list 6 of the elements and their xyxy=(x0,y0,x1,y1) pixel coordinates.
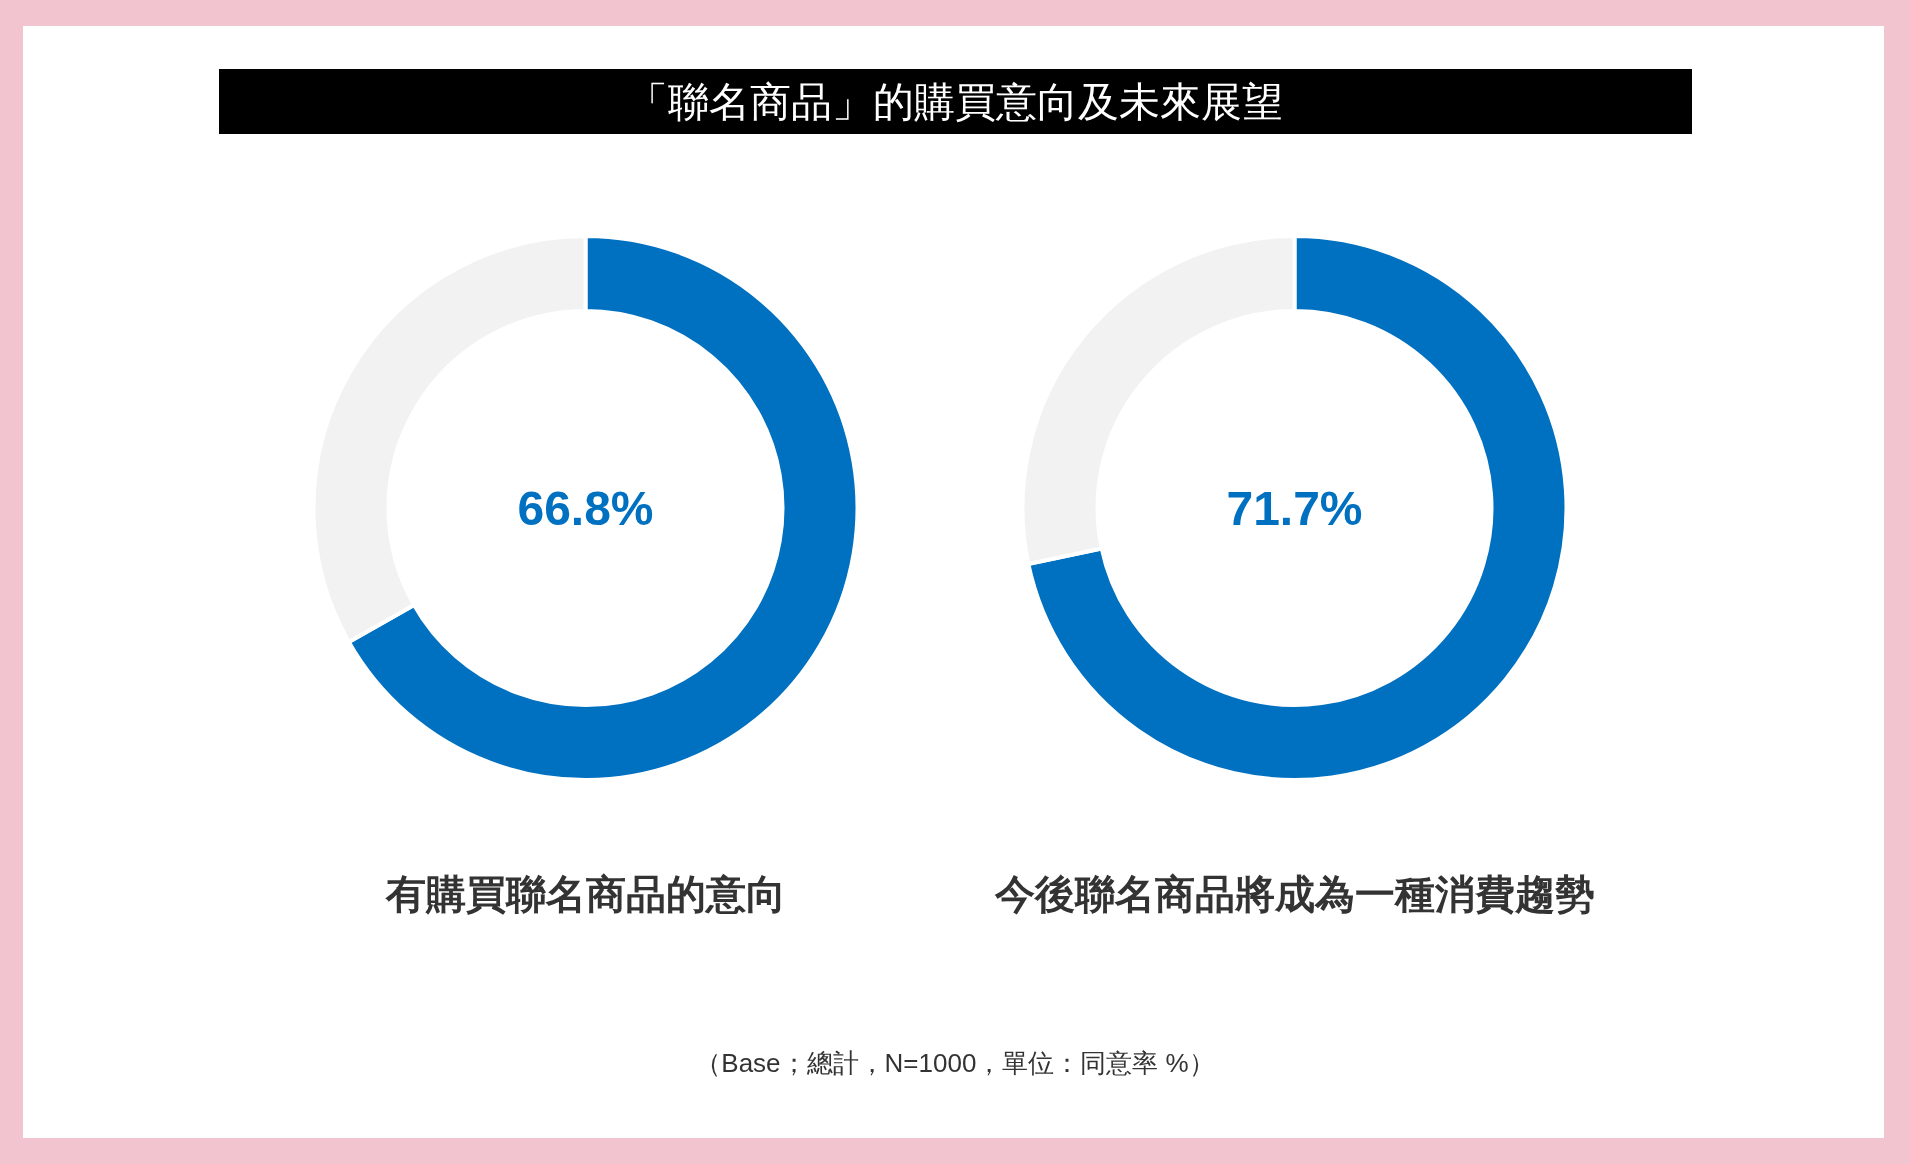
text: 今後聯名商品將成為一種消費趨勢 xyxy=(993,869,1595,917)
text: （Base；總計，N=1000，單位：同意率 %） xyxy=(695,1048,1215,1078)
text: 66.8% xyxy=(517,481,654,535)
text: 有購買聯名商品的意向 xyxy=(384,869,786,917)
text: 71.7% xyxy=(1226,481,1363,535)
text: 「聯名商品」的購買意向及未來展望 xyxy=(627,79,1283,125)
